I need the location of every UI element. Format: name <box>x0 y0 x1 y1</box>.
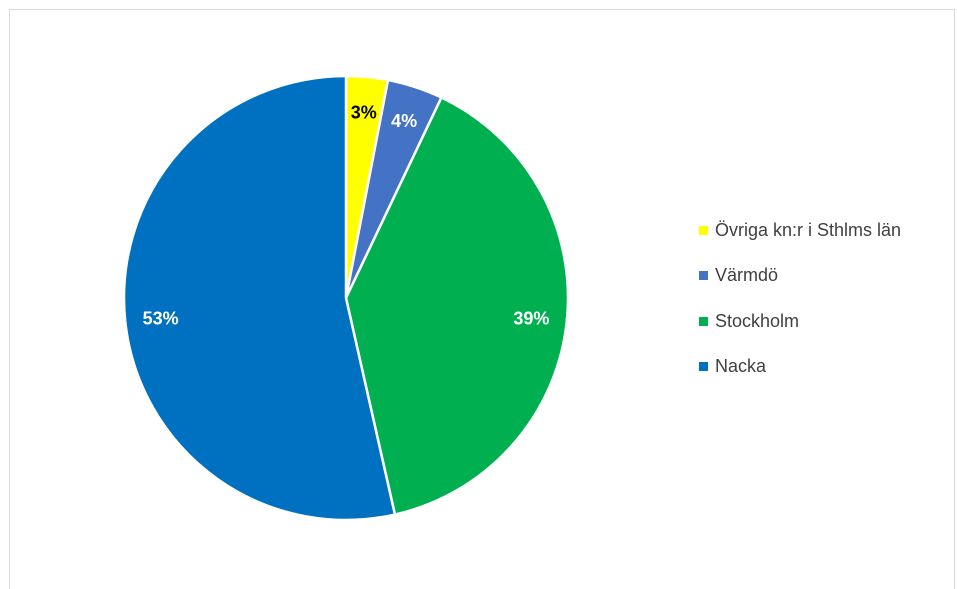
pie-slices <box>122 74 570 522</box>
legend-swatch <box>699 316 708 326</box>
legend-swatch <box>699 271 708 280</box>
legend-item-stockholm: Stockholm <box>699 310 901 332</box>
pie-data-labels: 3% 4% 39% 53% <box>143 102 550 328</box>
legend-item-varmdo: Värmdö <box>699 265 901 287</box>
pie-slice-nacka <box>122 74 397 522</box>
pie-slice-stockholm <box>344 95 570 517</box>
legend-swatch <box>699 225 708 235</box>
legend-item-nacka: Nacka <box>699 356 901 378</box>
data-label-varmdo: 4% <box>391 111 417 131</box>
legend-label: Nacka <box>715 356 767 376</box>
data-label-nacka: 53% <box>143 309 179 329</box>
legend-label: Stockholm <box>715 310 800 331</box>
legend-label: Övriga kn:r i Sthlms län <box>715 219 902 240</box>
legend: Övriga kn:r i Sthlms län Värmdö Stockhol… <box>699 219 901 401</box>
legend-label: Värmdö <box>715 265 779 285</box>
data-label-ovriga: 3% <box>351 102 377 122</box>
legend-item-ovriga: Övriga kn:r i Sthlms län <box>699 219 901 241</box>
legend-swatch <box>699 362 708 371</box>
data-label-stockholm: 39% <box>513 309 549 329</box>
